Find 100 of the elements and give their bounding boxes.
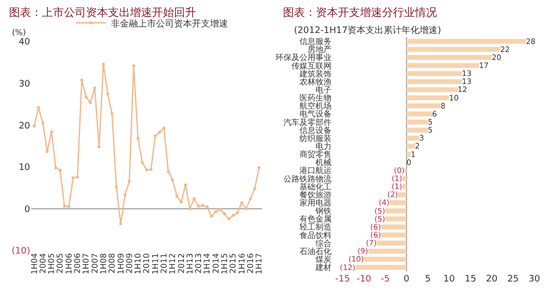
y-tick-label: 电力 [316, 142, 332, 152]
point [88, 101, 92, 104]
bar [380, 224, 407, 230]
y-tick-label: 建材 [314, 263, 332, 272]
point [41, 122, 44, 125]
point [98, 145, 101, 148]
x-tick-label: 1H10 [134, 253, 143, 274]
y-tick-label: 40 [18, 38, 30, 48]
x-tick-label: 5 [424, 274, 431, 284]
y-tick-label: 家用电器 [300, 198, 332, 208]
x-tick-label: 2012 [176, 253, 186, 274]
y-tick-label: 0 [24, 204, 30, 215]
bar [406, 111, 432, 116]
point [222, 212, 226, 216]
y-tick-label: 建筑装饰 [298, 69, 332, 78]
point [192, 197, 196, 200]
y-tick-label: 10 [18, 163, 30, 174]
point [145, 168, 148, 172]
bar [380, 232, 407, 238]
x-tick-label: 2016 [246, 253, 255, 274]
bar [389, 200, 407, 206]
y-tick-label: 30 [18, 80, 30, 90]
point [37, 106, 40, 110]
point [232, 214, 235, 217]
x-tick-label: 1H04 [30, 253, 39, 274]
y-tick-label: 石油石化 [300, 246, 332, 256]
y-tick-label: 食品饮料 [300, 230, 332, 240]
x-tick-label: 0 [404, 274, 410, 284]
point [240, 201, 244, 204]
point [184, 183, 188, 186]
bar [406, 144, 416, 149]
point [72, 176, 75, 180]
x-tick-label: 30 [528, 274, 540, 284]
point [214, 210, 218, 214]
point [227, 217, 230, 220]
x-tick-label: 1H08 [98, 253, 108, 274]
x-tick-label: 1H11 [150, 253, 160, 274]
point [93, 86, 96, 90]
bar [406, 54, 492, 60]
x-tick-label: 2014 [211, 253, 220, 274]
x-tick-label: 1H17 [254, 253, 264, 274]
y-tick-label: 公路铁路物流 [284, 174, 332, 184]
x-tick-label: 2009 [124, 253, 134, 274]
chart-title: 图表：上市公司资本支出增速开始回升 [9, 6, 196, 19]
x-tick-label: 1H16 [237, 253, 246, 274]
x-tick-label: 2006 [73, 253, 82, 274]
point [206, 206, 209, 209]
bar [406, 136, 420, 141]
point [114, 186, 118, 188]
y-tick-label: 综合 [316, 238, 332, 248]
x-tick-label: 2015 [228, 253, 238, 274]
bar [355, 264, 407, 270]
point [253, 187, 256, 190]
y-tick-label: 基础化工 [300, 182, 332, 192]
y-tick-label: 电气设备 [300, 110, 332, 119]
point [162, 126, 166, 130]
bar [402, 184, 407, 189]
x-tick-label: 2010 [142, 253, 152, 274]
bar [406, 63, 479, 68]
y-tick-label: 航空机场 [300, 102, 332, 111]
point [258, 166, 261, 170]
point [67, 205, 70, 208]
y-axis-title: (%) [12, 28, 26, 37]
x-tick-label: 10 [443, 274, 456, 284]
point [140, 161, 144, 164]
x-tick-label: 20 [486, 274, 498, 284]
bar [406, 79, 462, 84]
x-tick-label: 2011 [160, 253, 169, 274]
y-tick-label: 餐饮旅游 [300, 190, 332, 200]
chart-subtitle: (2012-1H17资本支出累计年化增速) [294, 25, 442, 36]
point [201, 204, 204, 207]
bar [406, 95, 450, 100]
x-tick-label: 2004 [38, 253, 48, 274]
y-tick-label: 商贸零售 [300, 150, 332, 160]
bar [398, 192, 407, 198]
point [166, 170, 170, 174]
x-tick-label: 1H05 [47, 253, 56, 274]
y-tick-label: 20 [18, 121, 30, 132]
bar [406, 128, 428, 132]
point [128, 180, 131, 183]
point [154, 134, 157, 138]
point [218, 208, 222, 212]
y-tick-label: 钢铁 [314, 206, 332, 216]
bar [406, 87, 458, 92]
line-series [32, 62, 261, 226]
x-tick-label: 2007 [90, 253, 100, 274]
chart-title: 图表：资本开支增速分行业情况 [283, 6, 437, 19]
x-tick-label: 1H13 [185, 253, 194, 274]
x-tick-label: 25 [507, 274, 519, 284]
point [84, 96, 88, 99]
y-tick-label: 传媒互联网 [292, 61, 332, 70]
y-tick-label: (10) [12, 246, 30, 257]
y-tick-label: 信息设备 [300, 126, 332, 135]
point [197, 204, 200, 208]
y-tick-label: 农林牧渔 [300, 77, 332, 86]
y-tick-label: 机械 [316, 158, 332, 168]
x-tick-label: -10 [356, 274, 372, 284]
bar [406, 152, 411, 157]
x-tick-label: 1H09 [116, 253, 126, 274]
bar [406, 38, 526, 44]
